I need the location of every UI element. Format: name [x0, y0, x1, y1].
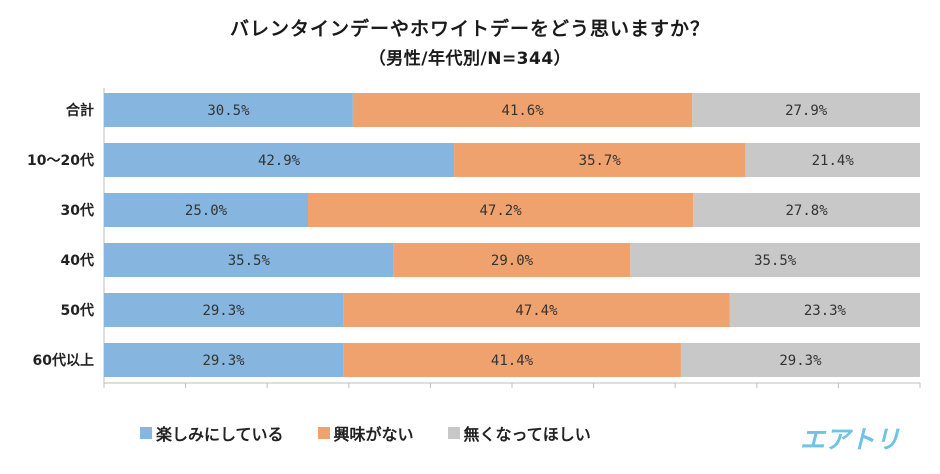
category-label: 50代 [61, 302, 94, 319]
legend-label-abolish: 無くなってほしい [463, 425, 591, 444]
bar-segment [104, 193, 308, 227]
bar-segment [693, 193, 920, 227]
bar-segment [308, 193, 694, 227]
category-label: 10～20代 [27, 152, 94, 169]
chart-subtitle: （男性/年代別/N=344） [368, 49, 572, 69]
bar-segment [680, 343, 920, 377]
bar-segment [104, 93, 353, 127]
legend-item-no-interest: 興味がない [317, 421, 414, 445]
data-label: 47.4% [515, 303, 558, 319]
category-label: 30代 [61, 202, 94, 219]
brand-logo: エアトリ [799, 425, 900, 454]
bar-segment [104, 243, 394, 277]
data-label: 29.3% [202, 353, 245, 369]
bar-segment [352, 93, 693, 127]
data-label: 23.3% [804, 303, 847, 319]
bar-segment [104, 143, 455, 177]
data-label: 27.9% [785, 103, 828, 119]
data-label: 35.7% [579, 153, 622, 169]
data-label: 30.5% [207, 103, 250, 119]
data-label: 29.0% [491, 253, 534, 269]
legend: 楽しみにしている 興味がない 無くなってほしい [140, 421, 591, 445]
data-label: 47.2% [479, 203, 522, 219]
legend-label-no-interest: 興味がない [333, 425, 414, 444]
bar-segment [104, 343, 344, 377]
legend-swatch-enjoy [140, 427, 152, 439]
legend-swatch-no-interest [317, 427, 330, 439]
bar-segment [393, 243, 631, 277]
bar-segment [343, 343, 681, 377]
data-label: 41.4% [491, 353, 534, 369]
category-label: 40代 [61, 252, 94, 269]
bar-segment [343, 293, 730, 327]
bar-segment [692, 93, 920, 127]
bar-segment [745, 143, 920, 177]
legend-swatch-abolish [447, 427, 460, 439]
category-label: 合計 [66, 102, 94, 119]
legend-item-abolish: 無くなってほしい [447, 421, 591, 445]
category-label: 60代以上 [33, 352, 94, 369]
data-label: 29.3% [202, 303, 245, 319]
data-label: 35.5% [228, 253, 271, 269]
bar-segment [104, 293, 344, 327]
data-label: 35.5% [754, 253, 797, 269]
data-label: 27.8% [785, 203, 828, 219]
legend-item-enjoy: 楽しみにしている [140, 421, 284, 445]
data-label: 21.4% [812, 153, 855, 169]
legend-label-enjoy: 楽しみにしている [156, 425, 284, 444]
data-label: 29.3% [779, 353, 822, 369]
bar-segment [630, 243, 920, 277]
data-label: 25.0% [185, 203, 228, 219]
bar-segment [729, 293, 920, 327]
chart-title: バレンタインデーやホワイトデーをどう思いますか？ [229, 18, 710, 40]
bar-segment [454, 143, 746, 177]
data-label: 41.6% [502, 103, 545, 119]
data-label: 42.9% [258, 153, 301, 169]
